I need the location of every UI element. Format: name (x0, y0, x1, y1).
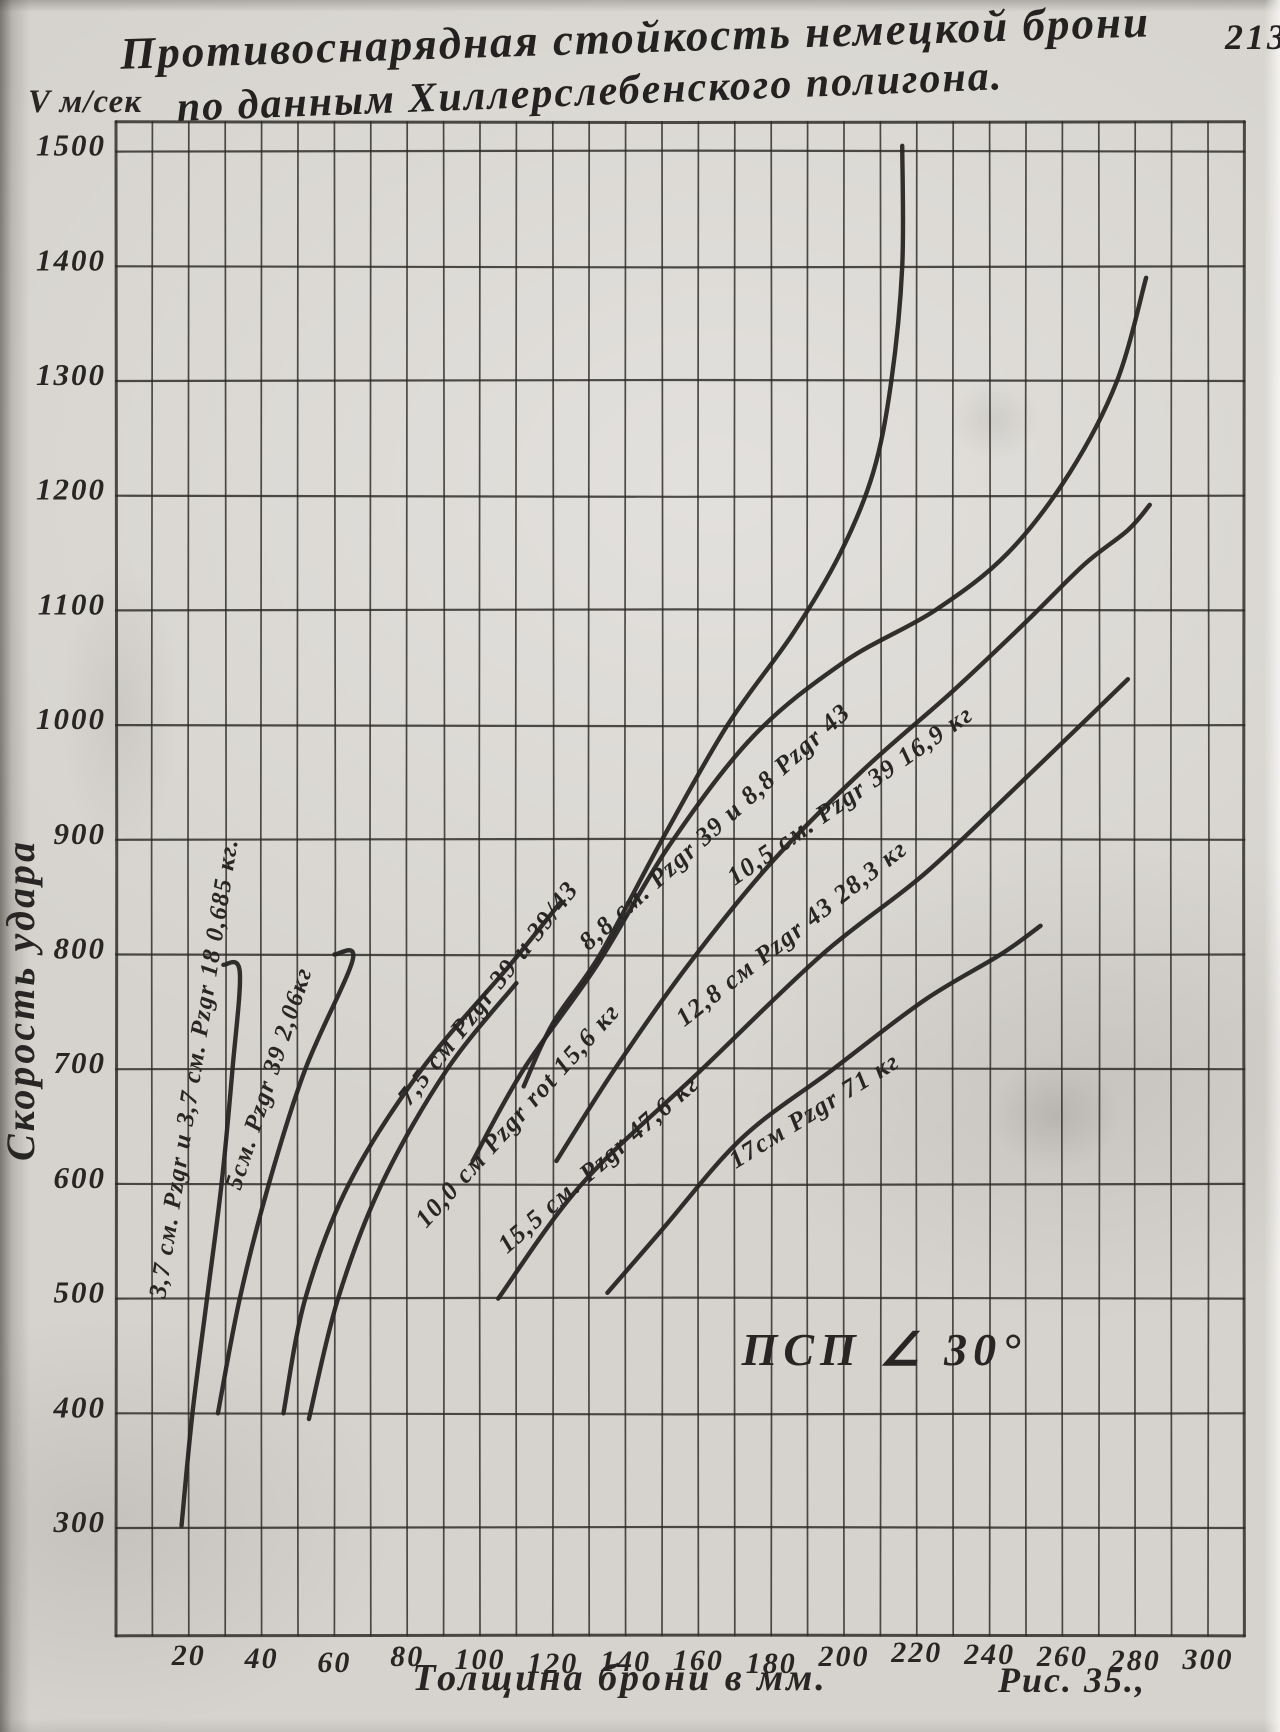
grid-line-vertical (1024, 120, 1027, 1637)
grid-line-vertical (770, 120, 774, 1637)
y-axis-title: Скорость удара (0, 839, 43, 1161)
tick-label-y: 600 (54, 1160, 107, 1195)
grid-line-vertical (587, 120, 591, 1637)
plot-border-bottom (114, 1633, 1246, 1638)
plot-border-top (114, 120, 1246, 125)
grid-line-horizontal (114, 1525, 1246, 1530)
tick-label-x: 220 (890, 1636, 942, 1669)
grid-line-horizontal (114, 724, 1246, 728)
grid-line-vertical (150, 120, 154, 1637)
tick-label-y: 500 (54, 1275, 107, 1310)
grid-line-vertical (514, 120, 518, 1637)
grid-line-vertical (1169, 120, 1173, 1637)
grid-line-vertical (442, 120, 446, 1637)
tick-label-y: 1400 (36, 242, 106, 277)
plot-border-right (1242, 120, 1246, 1638)
curve-label-6: 12,8 см Pzgr 43 28,3 кг (670, 834, 913, 1032)
grid-line-horizontal (114, 378, 1246, 383)
tick-label-x: 100 (455, 1643, 506, 1676)
grid-line-vertical (187, 120, 190, 1637)
tick-label-y: 300 (53, 1504, 107, 1539)
grid-line-vertical (1207, 120, 1210, 1637)
grid-line-vertical (478, 120, 481, 1637)
tick-label-x: 200 (818, 1640, 870, 1673)
tick-label-x: 160 (673, 1644, 724, 1677)
grid-line-vertical (623, 120, 627, 1637)
grid-line-vertical (879, 120, 883, 1637)
curve-5-10,5 см Pzgr 39 (470, 275, 1149, 1164)
grid-line-vertical (405, 120, 409, 1637)
grid-line-vertical (369, 120, 372, 1637)
curve-6-12,8 см Pzgr 43 (554, 502, 1152, 1164)
y-axis-unit-label: V м/сек (28, 84, 142, 120)
tick-label-x: 40 (244, 1642, 279, 1675)
grid-line-vertical (1133, 120, 1137, 1637)
tick-label-x: 180 (746, 1647, 797, 1680)
curve-8-17 см Pzgr (605, 923, 1043, 1296)
grid-line-vertical (259, 120, 263, 1637)
grid-line-horizontal (114, 608, 1246, 612)
curve-4-8,8 см Pzgr 39 и Pzgr 43 (521, 143, 906, 1089)
tick-label-x: 20 (171, 1639, 206, 1672)
x-axis-title: Толщина брони в мм. (412, 1657, 828, 1699)
grid-line-vertical (1060, 120, 1064, 1637)
grid-line-horizontal (114, 837, 1246, 841)
tick-label-y: 800 (54, 931, 107, 966)
tick-label-x: 240 (963, 1638, 1015, 1671)
grid-line-horizontal (114, 1296, 1246, 1300)
tick-label-y: 700 (54, 1045, 107, 1080)
tick-label-y: 900 (54, 816, 107, 851)
grid-line-vertical (296, 120, 299, 1637)
tick-label-x: 280 (1109, 1644, 1161, 1677)
grid-line-horizontal (114, 494, 1246, 498)
tick-label-x: 300 (1182, 1643, 1234, 1676)
grid-line-horizontal (114, 953, 1246, 957)
curve-2-7,5 см Pzgr 39 и 39/43 (281, 900, 563, 1416)
grid-line-vertical (805, 120, 809, 1637)
grid-line-horizontal (114, 1182, 1246, 1187)
grid-line-vertical (842, 120, 845, 1637)
tick-label-y: 1200 (36, 472, 106, 507)
grid-line-horizontal (114, 265, 1246, 269)
angle-annotation: ПСП ∠ 30° (741, 1324, 1027, 1375)
tick-label-y: 400 (53, 1389, 107, 1424)
grid-line-vertical (988, 120, 992, 1637)
tick-label-x: 60 (317, 1646, 351, 1679)
plot-border-left (114, 120, 119, 1638)
curve-1-5 см Pzgr 39 (215, 948, 356, 1416)
grid-line-vertical (951, 120, 955, 1637)
tick-label-y: 1300 (36, 357, 106, 392)
grid-line-vertical (224, 120, 228, 1637)
tick-label-y: 1100 (38, 586, 106, 621)
grid-line-horizontal (114, 1067, 1246, 1071)
grid-line-horizontal (114, 149, 1246, 153)
grid-line-vertical (1097, 120, 1101, 1637)
tick-label-x: 140 (600, 1645, 651, 1678)
grid-line-vertical (551, 120, 555, 1637)
tick-label-x: 80 (390, 1640, 424, 1673)
curve-3-10,0 см Pzgr rot (306, 980, 519, 1422)
grid-line-vertical (661, 120, 664, 1637)
tick-label-y: 1000 (36, 701, 106, 736)
grid-line-vertical (733, 120, 736, 1637)
page-number: 213 (1225, 17, 1280, 57)
curve-7-15,5 см Pzgr (496, 677, 1131, 1301)
tick-label-x: 260 (1036, 1640, 1088, 1673)
tick-label-y: 1500 (36, 128, 106, 163)
grid-line-vertical (696, 120, 700, 1637)
curve-label-8: 17см Pzgr 71 кг (724, 1046, 905, 1174)
figure-caption: Рис. 35., (997, 1660, 1146, 1700)
tick-label-x: 120 (527, 1647, 578, 1680)
curve-0-3,7 см Pzgr и Pzgr 18 (179, 959, 243, 1528)
grid-line-vertical (333, 120, 337, 1637)
